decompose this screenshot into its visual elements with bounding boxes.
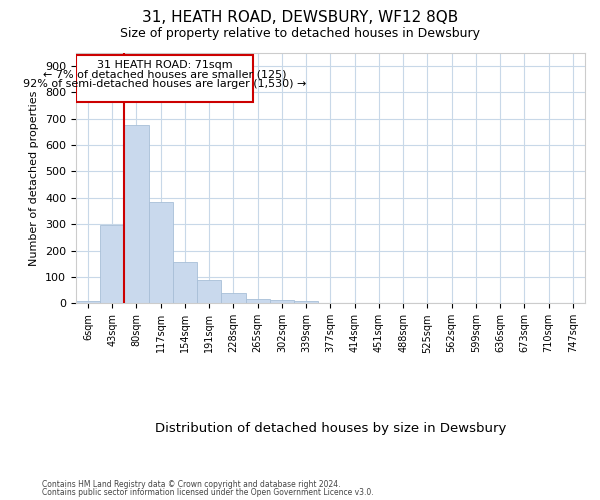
Bar [76, 301, 100, 304]
X-axis label: Distribution of detached houses by size in Dewsbury: Distribution of detached houses by size … [155, 422, 506, 435]
Text: Contains HM Land Registry data © Crown copyright and database right 2024.: Contains HM Land Registry data © Crown c… [42, 480, 341, 489]
Bar [294, 300, 319, 304]
Text: ← 7% of detached houses are smaller (125): ← 7% of detached houses are smaller (125… [43, 70, 286, 80]
Bar [221, 293, 245, 304]
Bar [173, 262, 197, 304]
Text: Contains public sector information licensed under the Open Government Licence v3: Contains public sector information licen… [42, 488, 374, 497]
Bar [270, 300, 294, 304]
Bar [149, 202, 173, 304]
Bar [197, 280, 221, 303]
Text: 31 HEATH ROAD: 71sqm: 31 HEATH ROAD: 71sqm [97, 60, 232, 70]
Text: 92% of semi-detached houses are larger (1,530) →: 92% of semi-detached houses are larger (… [23, 80, 306, 90]
FancyBboxPatch shape [76, 55, 253, 102]
Bar [100, 226, 124, 304]
Text: 31, HEATH ROAD, DEWSBURY, WF12 8QB: 31, HEATH ROAD, DEWSBURY, WF12 8QB [142, 10, 458, 25]
Bar [124, 125, 149, 304]
Y-axis label: Number of detached properties: Number of detached properties [29, 90, 40, 266]
Bar [245, 300, 270, 304]
Text: Size of property relative to detached houses in Dewsbury: Size of property relative to detached ho… [120, 28, 480, 40]
